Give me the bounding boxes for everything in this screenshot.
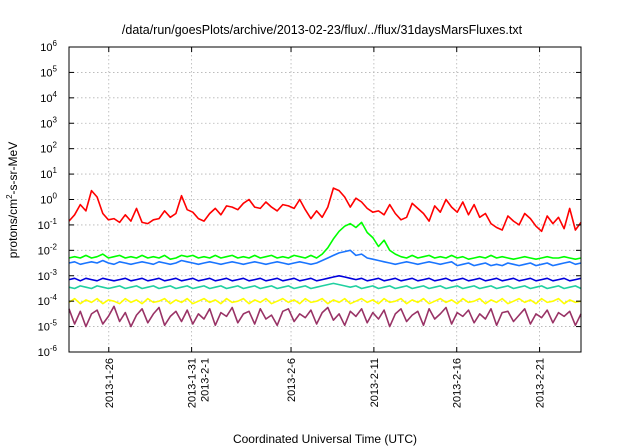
y-tick-exponent: 3: [53, 115, 58, 124]
series-line: [68, 274, 582, 282]
y-tick-label: 101: [40, 166, 57, 181]
y-tick-exponent: 1: [53, 166, 58, 175]
y-tick-base: 10: [40, 195, 52, 207]
y-tick-exponent: -4: [50, 293, 58, 302]
y-tick-label: 106: [40, 39, 57, 54]
y-axis-label-post: -s-sr-MeV: [6, 142, 20, 195]
y-tick-base: 10: [40, 67, 52, 79]
x-tick-label: 2013-1-26: [104, 358, 116, 408]
y-tick-exponent: 2: [53, 141, 58, 150]
x-tick-label: 2013-1-31: [187, 358, 199, 408]
chart-title: /data/run/goesPlots/archive/2013-02-23/f…: [122, 23, 523, 37]
y-tick-base: 10: [40, 93, 52, 105]
y-tick-exponent: 0: [53, 192, 58, 201]
y-tick-label: 100: [40, 192, 57, 207]
y-tick-exponent: -5: [50, 319, 58, 328]
y-tick-label: 10-3: [38, 268, 58, 283]
y-tick-exponent: -1: [50, 217, 58, 226]
y-tick-exponent: -6: [50, 344, 58, 353]
series-line: [68, 187, 582, 233]
y-axis-label-pre: protons/cm: [6, 199, 20, 258]
x-tick-label: 2013-2-11: [369, 358, 381, 407]
y-tick-exponent: -2: [50, 242, 58, 251]
series-line: [68, 221, 582, 261]
x-axis-ticks: 2013-1-26 2013-1-31 2013-2-1 2013-2-6 2013-2…: [104, 47, 547, 408]
y-tick-exponent: 6: [53, 39, 58, 48]
y-tick-base: 10: [38, 347, 50, 359]
y-axis-ticks: 10-610-510-410-310-210-11001011021031041…: [38, 39, 581, 359]
y-tick-label: 10-2: [38, 242, 58, 257]
y-tick-base: 10: [40, 118, 52, 130]
x-tick-label: 2013-2-16: [452, 358, 464, 408]
y-tick-exponent: 4: [53, 90, 58, 99]
y-tick-base: 10: [40, 169, 52, 181]
y-tick-base: 10: [40, 42, 52, 54]
y-tick-label: 10-5: [38, 319, 58, 334]
x-tick-label: 2013-2-6: [286, 358, 298, 402]
y-tick-exponent: -3: [50, 268, 58, 277]
x-tick-label: 2013-2-1: [200, 358, 212, 402]
y-tick-base: 10: [38, 322, 50, 334]
y-tick-base: 10: [38, 220, 50, 232]
series-line: [68, 297, 582, 305]
y-axis-label: protons/cm2-s-sr-MeV: [5, 142, 20, 258]
x-tick-label: 2013-2-21: [535, 358, 547, 408]
y-tick-base: 10: [38, 296, 50, 308]
series-line: [68, 282, 582, 290]
y-tick-label: 105: [40, 64, 57, 79]
y-tick-base: 10: [38, 271, 50, 283]
y-tick-base: 10: [38, 245, 50, 257]
series-group: [68, 187, 582, 328]
y-axis-label-sup: 2: [5, 194, 14, 199]
y-tick-label: 102: [40, 141, 57, 156]
grid: [69, 47, 581, 352]
y-tick-label: 10-4: [38, 293, 58, 308]
y-tick-exponent: 5: [53, 64, 58, 73]
y-tick-label: 10-1: [38, 217, 58, 232]
y-tick-label: 104: [40, 90, 57, 105]
x-axis-label: Coordinated Universal Time (UTC): [233, 432, 417, 446]
series-line: [68, 249, 582, 267]
y-tick-label: 103: [40, 115, 57, 130]
series-line: [68, 305, 582, 328]
y-tick-label: 10-6: [38, 344, 58, 359]
y-tick-base: 10: [40, 144, 52, 156]
